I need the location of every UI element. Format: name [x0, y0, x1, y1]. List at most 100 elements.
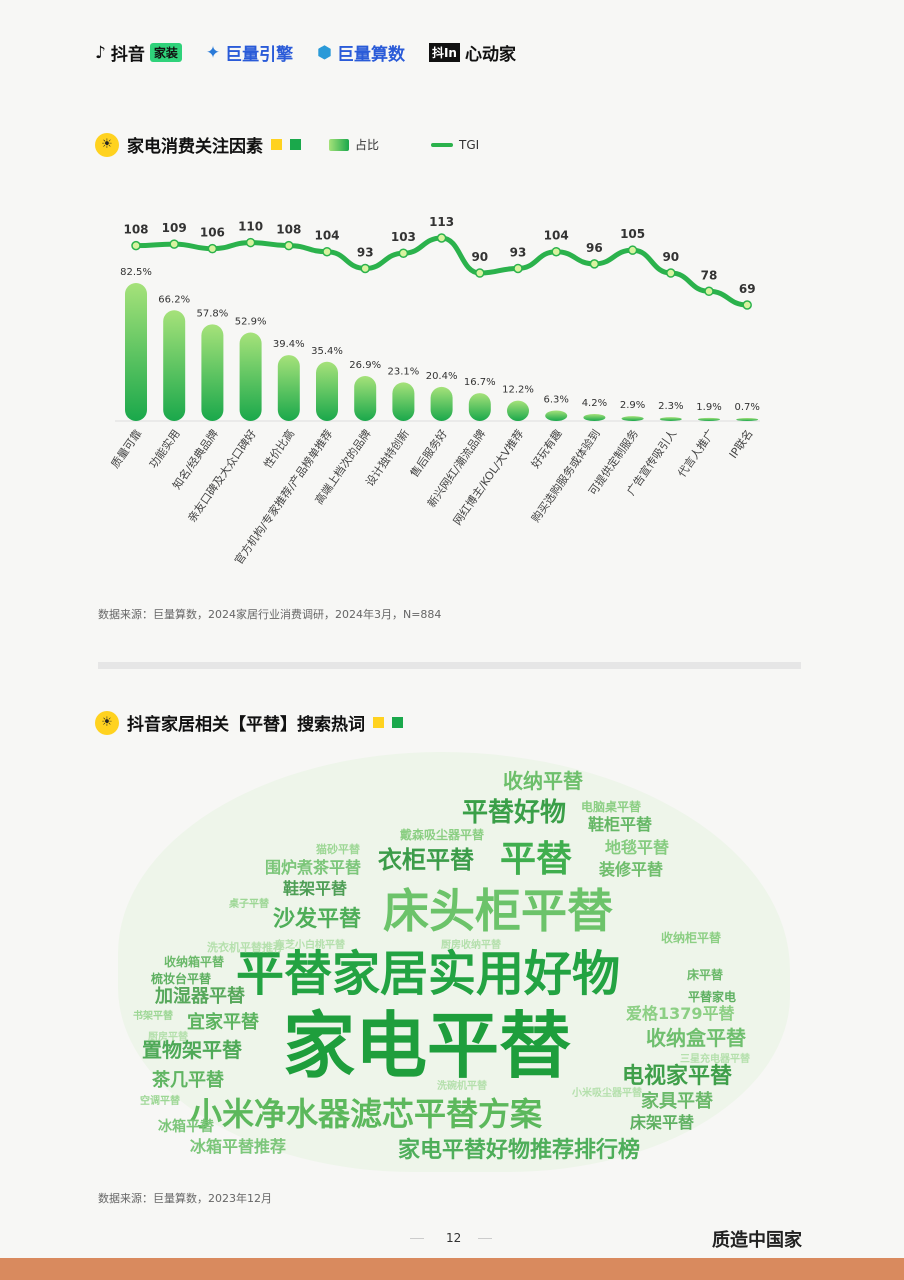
- tgi-point-7: [398, 248, 409, 258]
- category-label: 好玩有趣: [528, 427, 565, 471]
- bar-value-label: 20.4%: [426, 371, 458, 382]
- bar-1: [163, 310, 186, 421]
- cloud-word: 爱格1379平替: [626, 1004, 735, 1023]
- cloud-section-title: ☀ 抖音家居相关【平替】搜索热词: [95, 710, 403, 735]
- cloud-word: 梳妆台平替: [151, 972, 212, 986]
- tgi-point-6: [360, 263, 370, 274]
- tgi-point-14: [666, 268, 676, 278]
- cloud-word: 收纳柜平替: [661, 931, 722, 945]
- cloud-word: 电视家平替: [622, 1064, 733, 1089]
- legend-bar-swatch: [329, 138, 349, 151]
- bar-12: [583, 413, 606, 421]
- bar-value-label: 66.2%: [158, 294, 190, 305]
- cloud-word: 空调平替: [140, 1096, 180, 1107]
- cloud-word: 鞋柜平替: [588, 815, 653, 834]
- category-label: 网红博主/KOL/大V推荐: [450, 427, 526, 528]
- cloud-word: 厨房收纳平替: [441, 940, 501, 951]
- bar-2: [201, 324, 224, 421]
- chart-legend: 占比 TGI: [329, 136, 479, 153]
- legend-line-swatch: [431, 142, 454, 147]
- tgi-point-12: [589, 259, 600, 269]
- cloud-word: 猫砂平替: [316, 843, 360, 856]
- cloud-word: 桌子平替: [229, 899, 269, 910]
- bar-0: [125, 283, 147, 421]
- logo-text: 心动家: [464, 45, 516, 65]
- bar-14: [659, 417, 682, 421]
- tgi-value-label: 103: [391, 230, 416, 244]
- cloud-word: 装修平替: [599, 860, 664, 879]
- cloud-word: 收纳箱平替: [164, 955, 225, 969]
- tgi-value-label: 93: [510, 245, 527, 259]
- sun-icon: ☀: [95, 132, 119, 157]
- cloud-word: 三星充电器平替: [680, 1054, 750, 1065]
- section-divider: [98, 662, 801, 669]
- bar-value-label: 0.7%: [734, 402, 759, 413]
- tgi-series-line: [133, 235, 750, 308]
- bar-value-label: 52.9%: [235, 317, 267, 328]
- cloud-word: 洗碗机平替: [437, 1081, 487, 1092]
- bar-5: [316, 361, 338, 421]
- logo-badge: 家装: [149, 43, 182, 62]
- oceanengine-icon: ✦: [205, 42, 221, 63]
- category-label: 功能实用: [146, 427, 183, 471]
- tgi-value-label: 78: [701, 268, 718, 282]
- tgi-point-10: [513, 263, 523, 274]
- green-square-icon: [290, 139, 301, 150]
- tgi-point-2: [207, 243, 218, 254]
- tgi-value-label: 109: [162, 221, 187, 235]
- bar-6: [354, 376, 377, 421]
- cloud-word: 床头柜平替: [383, 884, 613, 938]
- cloud-word: 床架平替: [630, 1113, 695, 1132]
- chart-source-note: 数据来源：巨量算数，2024家居行业消费调研，2024年3月，N=884: [98, 608, 442, 621]
- footer-line-right: [478, 1238, 492, 1239]
- cloud-word: 家电平替好物推荐排行榜: [398, 1138, 641, 1163]
- cloud-word: 家电平替: [283, 1004, 572, 1088]
- cloud-word: 沙发平替: [273, 907, 362, 932]
- cloud-word: 地毯平替: [605, 838, 670, 857]
- bar-8: [430, 386, 453, 421]
- sun-icon: ☀: [95, 710, 119, 735]
- cloud-word: 衣柜平替: [378, 846, 474, 874]
- cloud-word: 厨房平替: [148, 1032, 188, 1043]
- logo-text: 抖音: [110, 45, 145, 65]
- legend-bar-label: 占比: [355, 138, 380, 152]
- oceanengine-logo: ✦ 巨量引擎: [205, 40, 293, 66]
- category-label: 代言人推广: [674, 427, 717, 480]
- suanshu-cube-icon: ⬢: [317, 42, 332, 63]
- yellow-square-icon: [373, 717, 384, 728]
- tiktok-note-icon: ♪: [95, 42, 106, 63]
- consumption-factors-chart: 82.5% 66.2% 57.8% 52.9% 39.4% 35.4% 26.9% 23.1%…: [108, 215, 760, 567]
- category-label: 购买选购服务或体验到: [528, 427, 603, 525]
- logo-text: 巨量算数: [336, 45, 405, 65]
- legend-line-label: TGI: [459, 137, 480, 152]
- suanshu-logo: ⬢ 巨量算数: [317, 40, 405, 66]
- cloud-word: 宜家平替: [187, 1012, 259, 1033]
- cloud-word: 收纳盒平替: [646, 1026, 746, 1050]
- cloud-word: 置物架平替: [142, 1038, 242, 1062]
- tgi-point-13: [627, 245, 638, 255]
- tgi-point-4: [284, 240, 294, 251]
- cloud-word: 冰箱平替: [158, 1119, 214, 1135]
- bar-value-label: 12.2%: [502, 385, 534, 396]
- logo-box: 抖In: [428, 43, 460, 62]
- tgi-point-16: [742, 300, 752, 310]
- tgi-point-8: [436, 233, 447, 243]
- cloud-word: 加湿器平替: [155, 986, 245, 1007]
- tgi-value-label: 105: [620, 227, 645, 241]
- green-square-icon: [392, 717, 403, 728]
- cloud-word: 书架平替: [133, 1011, 173, 1022]
- cloud-word: 茶几平替: [152, 1070, 224, 1091]
- bar-value-label: 2.3%: [658, 401, 683, 412]
- douyin-jiazhuang-logo: ♪ 抖音 家装: [95, 40, 182, 65]
- bar-value-label: 16.7%: [464, 377, 496, 388]
- cloud-title: 抖音家居相关【平替】搜索热词: [127, 715, 365, 735]
- category-label: IP联名: [726, 427, 756, 461]
- cloud-word: 收纳平替: [503, 769, 583, 793]
- tgi-value-label: 69: [739, 282, 756, 296]
- category-label: 质量可靠: [108, 427, 145, 471]
- bar-value-label: 2.9%: [620, 400, 645, 411]
- word-cloud-background: [118, 752, 790, 1172]
- bar-15: [698, 417, 720, 421]
- cloud-word: 家具平替: [641, 1091, 713, 1112]
- bar-10: [507, 400, 529, 421]
